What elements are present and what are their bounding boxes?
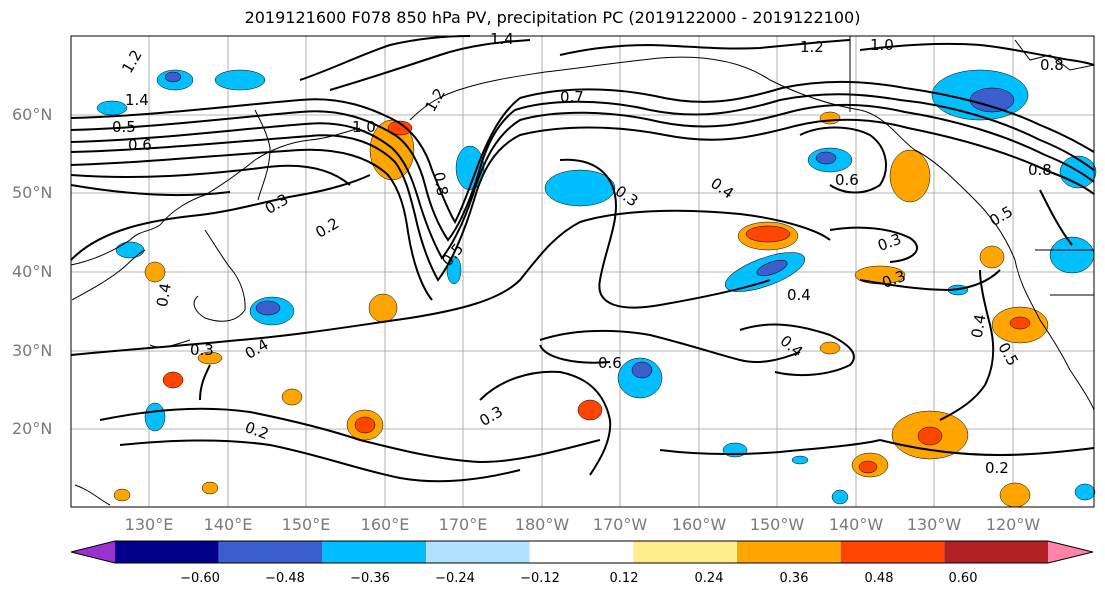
precip-blob-pos: [197, 351, 223, 365]
precip-blob-pos: [979, 245, 1005, 269]
colorbar-segment: [840, 541, 945, 563]
precip-blob-pos: [1009, 316, 1031, 330]
contour-label: 1.4: [125, 91, 149, 109]
lat-label: 40°N: [12, 262, 53, 281]
colorbar-segment: [426, 541, 530, 563]
contour-label: 0.4: [787, 286, 811, 304]
coastlines: [70, 36, 1095, 506]
colorbar-tick: −0.12: [520, 571, 560, 586]
lon-label: 120°W: [985, 515, 1041, 534]
precip-blob-neg: [1074, 483, 1096, 501]
colorbar-tick: 0.48: [864, 571, 894, 586]
precip-blob-pos: [999, 482, 1031, 508]
colorbar-tick: 0.60: [948, 571, 978, 586]
precip-blob-pos: [577, 399, 603, 421]
colorbar: [70, 540, 1094, 564]
precip-blob-pos: [858, 460, 878, 474]
contour-label: 0.6: [598, 354, 622, 372]
lon-label: 130°E: [124, 515, 174, 534]
lon-label: 180°W: [514, 515, 570, 534]
precip-blob-pos: [201, 481, 219, 495]
contour-label: 0.7: [560, 88, 584, 106]
contour-label: 0.4: [968, 313, 990, 340]
lon-label: 160°E: [360, 515, 410, 534]
precip-blob-pos: [819, 111, 841, 125]
colorbar-segment: [115, 541, 219, 563]
colorbar-segment: [737, 541, 841, 563]
precip-blob-pos: [387, 120, 413, 136]
contour-label: 1.2: [800, 38, 824, 56]
contour-label: 1.0: [870, 36, 894, 54]
contour-label: 0.4: [153, 282, 175, 309]
colorbar-tick: 0.12: [609, 571, 639, 586]
colorbar-tick: −0.60: [180, 571, 220, 586]
precip-blob-neg: [791, 455, 809, 465]
contour-label: 1.4: [490, 30, 514, 48]
lon-label: 130°W: [906, 515, 962, 534]
lat-label: 50°N: [12, 183, 53, 202]
colorbar-tick: −0.48: [265, 571, 305, 586]
precip-blob-neg: [969, 87, 1015, 113]
precip-blob-pos: [889, 149, 931, 203]
colorbar-segment: [529, 541, 634, 563]
contour-label: 0.3: [190, 341, 214, 359]
precip-blob-pos: [113, 488, 131, 502]
precip-blob-pos: [917, 426, 943, 446]
precip-blob-neg: [214, 69, 266, 91]
precip-blob-neg: [756, 259, 788, 277]
lon-label: 150°E: [281, 515, 331, 534]
lat-label: 20°N: [12, 419, 53, 438]
map-frame: [70, 35, 1095, 508]
map-plot: 1.2 1.4 0.5 0.6 1.2 1.0 0.8 0.7 0.3 0.2 …: [70, 30, 1097, 508]
colorbar-segment: [1048, 541, 1093, 563]
precip-blob-pos: [144, 261, 166, 283]
precip-blob-neg: [831, 489, 849, 505]
contour-label: 0.2: [985, 459, 1009, 477]
precip-blob-neg: [446, 255, 462, 285]
precip-blob-pos: [819, 341, 841, 355]
precip-shading: [96, 69, 1097, 508]
precip-blob-neg: [1049, 236, 1095, 274]
contour-label: 0.6: [835, 171, 859, 189]
precip-blob-pos: [281, 388, 303, 406]
colorbar-tick: −0.24: [435, 571, 475, 586]
lon-label: 140°E: [203, 515, 253, 534]
contour-label: 0.8: [1040, 56, 1064, 74]
lat-label: 30°N: [12, 341, 53, 360]
colorbar-segment: [322, 541, 426, 563]
contour-label: 0.8: [430, 171, 452, 198]
colorbar-tick: 0.24: [694, 571, 724, 586]
page-title: 2019121600 F078 850 hPa PV, precipitatio…: [244, 8, 861, 27]
pv-contours: [70, 35, 1095, 483]
precip-blob-neg: [544, 169, 616, 207]
colorbar-segment: [218, 541, 323, 563]
contour-label: 0.6: [128, 136, 152, 154]
precip-blob-neg: [815, 151, 837, 165]
contour-label: 1.0: [352, 118, 376, 136]
colorbar-outline: [70, 540, 1094, 564]
precip-blob-neg: [255, 300, 281, 316]
precip-blob-neg: [631, 361, 653, 379]
colorbar-tick: 0.36: [779, 571, 809, 586]
precip-blob-neg: [164, 71, 182, 83]
precip-blob-pos: [162, 371, 184, 389]
precip-blob-neg: [144, 402, 166, 432]
lat-label: 60°N: [12, 105, 53, 124]
lon-label: 170°E: [438, 515, 488, 534]
lon-label: 140°W: [828, 515, 884, 534]
colorbar-segment: [71, 541, 115, 563]
colorbar-tick: −0.36: [350, 571, 390, 586]
lon-label: 160°W: [671, 515, 727, 534]
lon-label: 150°W: [749, 515, 805, 534]
precip-blob-pos: [745, 225, 791, 243]
precip-blob-neg: [96, 100, 128, 116]
contour-label: 0.8: [1028, 161, 1052, 179]
precip-blob-pos: [354, 416, 376, 434]
contour-label: 0.5: [112, 118, 136, 136]
precip-blob-neg: [115, 241, 145, 259]
precip-blob-pos: [368, 293, 398, 323]
lon-label: 170°W: [592, 515, 648, 534]
colorbar-segment: [944, 541, 1048, 563]
colorbar-segment: [633, 541, 737, 563]
